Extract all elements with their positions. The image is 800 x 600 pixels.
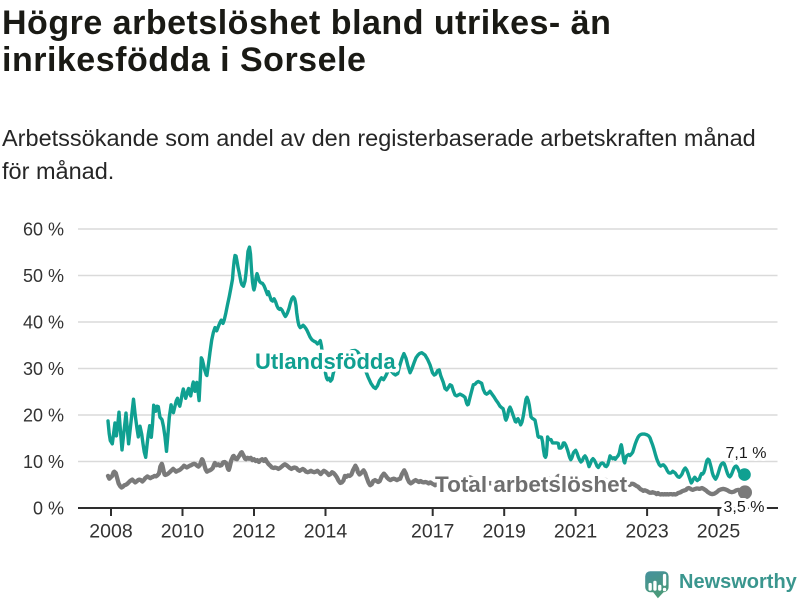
svg-text:2019: 2019 xyxy=(483,521,526,543)
svg-text:2012: 2012 xyxy=(232,521,275,543)
svg-text:10 %: 10 % xyxy=(23,452,64,472)
svg-text:7,1 %: 7,1 % xyxy=(726,445,767,462)
svg-text:2010: 2010 xyxy=(161,521,205,543)
svg-text:2023: 2023 xyxy=(625,521,668,543)
svg-text:2025: 2025 xyxy=(697,521,741,543)
svg-text:0 %: 0 % xyxy=(33,498,64,518)
svg-text:60 %: 60 % xyxy=(23,219,64,239)
svg-text:2008: 2008 xyxy=(89,521,132,543)
svg-text:50 %: 50 % xyxy=(23,266,64,286)
svg-text:2014: 2014 xyxy=(304,521,348,543)
svg-text:3,5 %: 3,5 % xyxy=(724,499,765,516)
svg-text:30 %: 30 % xyxy=(23,359,64,379)
svg-text:Newsworthy: Newsworthy xyxy=(679,571,798,593)
svg-text:40 %: 40 % xyxy=(23,312,64,332)
svg-text:Total arbetslöshet: Total arbetslöshet xyxy=(435,472,628,497)
svg-text:20 %: 20 % xyxy=(23,405,64,425)
svg-text:2017: 2017 xyxy=(411,521,454,543)
svg-text:2021: 2021 xyxy=(554,521,597,543)
svg-text:Utlandsfödda: Utlandsfödda xyxy=(255,349,396,374)
